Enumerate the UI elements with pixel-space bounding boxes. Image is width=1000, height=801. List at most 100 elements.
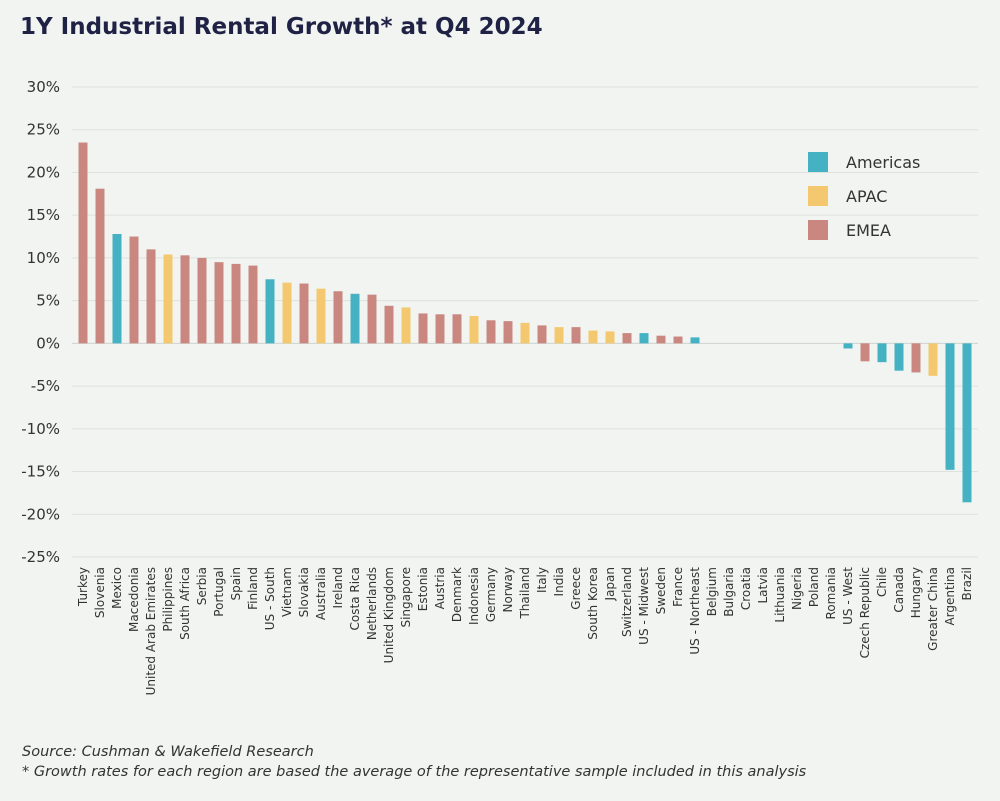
x-tick-label: Macedonia	[127, 567, 141, 632]
legend-label-apac: APAC	[846, 187, 887, 206]
bar-us-midwest	[639, 333, 649, 344]
y-tick-label: 20%	[27, 163, 60, 181]
bar-us-northeast	[690, 337, 700, 344]
x-tick-label: Philippines	[161, 567, 175, 632]
x-tick-label: Netherlands	[365, 567, 379, 640]
y-tick-label: -25%	[21, 548, 60, 566]
x-tick-label: Latvia	[756, 567, 770, 604]
bar-germany	[486, 320, 496, 344]
bar-costa-rica	[350, 293, 360, 344]
x-tick-label: Denmark	[450, 567, 464, 622]
x-tick-label: Mexico	[110, 567, 124, 609]
bar-indonesia	[469, 316, 479, 344]
bar-austria	[435, 314, 445, 344]
bar-spain	[231, 263, 241, 344]
x-tick-label: Costa Rica	[348, 567, 362, 630]
x-tick-label: Chile	[875, 567, 889, 597]
x-tick-label: Serbia	[195, 567, 209, 605]
bar-finland	[248, 265, 258, 344]
bar-slovenia	[95, 188, 105, 344]
bar-portugal	[214, 262, 224, 344]
x-tick-label: Belgium	[705, 567, 719, 616]
x-tick-label: Portugal	[212, 567, 226, 617]
x-tick-label: Finland	[246, 567, 260, 610]
x-tick-label: Czech Republic	[858, 567, 872, 658]
gridlines	[72, 86, 978, 558]
bar-czech-republic	[860, 343, 870, 362]
bar-us-south	[265, 279, 275, 344]
bar-brazil	[962, 343, 972, 503]
y-tick-label: -20%	[21, 505, 60, 523]
x-tick-label: Hungary	[909, 567, 923, 618]
footnote: * Growth rates for each region are based…	[22, 764, 807, 780]
bar-ireland	[333, 291, 343, 344]
bar-sweden	[656, 335, 666, 344]
x-tick-label: France	[671, 567, 685, 607]
bar-switzerland	[622, 333, 632, 344]
bar-philippines	[163, 254, 173, 344]
bar-france	[673, 336, 683, 344]
y-tick-label: 5%	[36, 292, 60, 310]
bar-vietnam	[282, 282, 292, 344]
bar-south-korea	[588, 330, 598, 344]
bar-united-kingdom	[384, 305, 394, 344]
x-tick-label: Australia	[314, 567, 328, 620]
x-tick-label: Singapore	[399, 567, 413, 628]
legend-label-americas: Americas	[846, 153, 920, 172]
bar-argentina	[945, 343, 955, 470]
y-axis-ticks: 30% 25% 20% 15% 10% 5% 0% -5% -10% -15% -20% -25%	[21, 78, 60, 566]
legend: Americas APAC EMEA	[808, 152, 920, 240]
x-tick-label: Poland	[807, 567, 821, 607]
x-tick-label: Italy	[535, 567, 549, 593]
x-tick-label: Norway	[501, 567, 515, 613]
x-tick-label: Bulgaria	[722, 567, 736, 617]
x-tick-label: Thailand	[518, 567, 532, 620]
y-tick-label: 25%	[27, 121, 60, 139]
bar-greater-china	[928, 343, 938, 376]
x-tick-label: India	[552, 567, 566, 596]
x-tick-label: Argentina	[943, 567, 957, 626]
bar-italy	[537, 325, 547, 344]
bar-netherlands	[367, 294, 377, 344]
x-axis-labels: Turkey Slovenia Mexico Macedonia United Arab…	[76, 567, 974, 696]
x-tick-label: Ireland	[331, 567, 345, 609]
y-tick-label: 0%	[36, 334, 60, 352]
x-tick-label: Canada	[892, 567, 906, 613]
bar-south-africa	[180, 255, 190, 344]
x-tick-label: Vietnam	[280, 567, 294, 617]
x-tick-label: Austria	[433, 567, 447, 609]
x-tick-label: Romania	[824, 567, 838, 619]
x-tick-label: Estonia	[416, 567, 430, 611]
y-tick-label: 15%	[27, 206, 60, 224]
bar-estonia	[418, 313, 428, 344]
source-note: Source: Cushman & Wakefield Research	[22, 744, 314, 760]
bar-hungary	[911, 343, 921, 373]
legend-label-emea: EMEA	[846, 221, 891, 240]
bar-serbia	[197, 257, 207, 344]
x-tick-label: Nigeria	[790, 567, 804, 610]
bar-denmark	[452, 314, 462, 344]
x-tick-label: Turkey	[76, 567, 90, 607]
bars	[78, 142, 972, 503]
bar-chart: 30% 25% 20% 15% 10% 5% 0% -5% -10% -15% -20% -25% T…	[21, 78, 978, 696]
x-tick-label: US - Midwest	[637, 567, 651, 645]
bar-canada	[894, 343, 904, 371]
bar-australia	[316, 288, 326, 344]
legend-swatch-apac	[808, 186, 828, 206]
x-tick-label: US - West	[841, 567, 855, 625]
bar-greece	[571, 327, 581, 344]
x-tick-label: Slovakia	[297, 567, 311, 617]
bar-united-arab-emirates	[146, 249, 156, 344]
x-tick-label: US - South	[263, 567, 277, 630]
y-tick-label: 30%	[27, 78, 60, 96]
bar-singapore	[401, 307, 411, 344]
x-tick-label: Sweden	[654, 567, 668, 614]
x-tick-label: US - Northeast	[688, 567, 702, 655]
bar-india	[554, 327, 564, 344]
legend-swatch-emea	[808, 220, 828, 240]
chart-title: 1Y Industrial Rental Growth* at Q4 2024	[20, 14, 543, 40]
x-tick-label: Indonesia	[467, 567, 481, 625]
bar-mexico	[112, 233, 122, 344]
x-tick-label: Slovenia	[93, 567, 107, 618]
legend-swatch-americas	[808, 152, 828, 172]
